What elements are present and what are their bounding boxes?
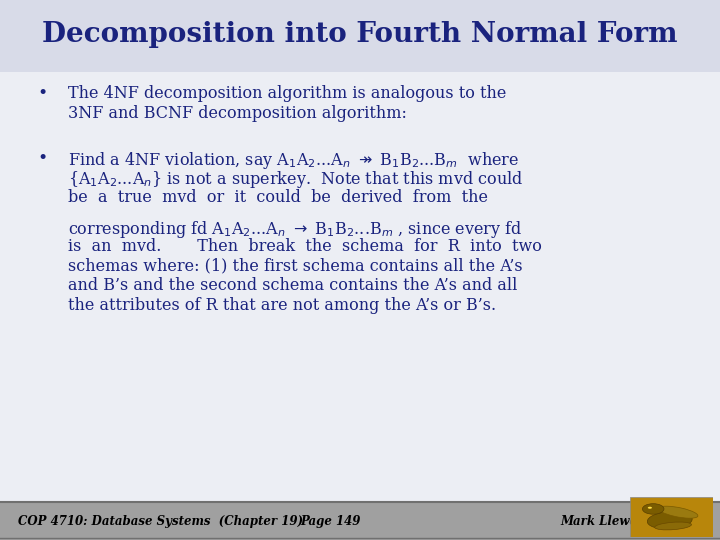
Text: Mark Llewellyn: Mark Llewellyn [560, 515, 662, 528]
Text: COP 4710: Database Systems  (Chapter 19): COP 4710: Database Systems (Chapter 19) [18, 515, 303, 528]
Text: schemas where: (1) the first schema contains all the A’s: schemas where: (1) the first schema cont… [68, 258, 523, 274]
Text: {A$_1$A$_2$...A$_n$} is not a superkey.  Note that this mvd could: {A$_1$A$_2$...A$_n$} is not a superkey. … [68, 170, 523, 191]
FancyBboxPatch shape [0, 502, 720, 540]
FancyBboxPatch shape [630, 497, 713, 537]
Text: Page 149: Page 149 [300, 515, 360, 528]
Text: 3NF and BCNF decomposition algorithm:: 3NF and BCNF decomposition algorithm: [68, 105, 407, 122]
Ellipse shape [647, 511, 692, 529]
Circle shape [642, 504, 664, 514]
Text: is  an  mvd.       Then  break  the  schema  for  R  into  two: is an mvd. Then break the schema for R i… [68, 238, 542, 255]
Text: •: • [37, 85, 47, 102]
Text: •: • [37, 150, 47, 167]
Text: corresponding fd A$_1$A$_2$...A$_n$ $\rightarrow$ B$_1$B$_2$...B$_m$ , since eve: corresponding fd A$_1$A$_2$...A$_n$ $\ri… [68, 219, 522, 240]
FancyBboxPatch shape [0, 0, 720, 72]
Circle shape [648, 507, 652, 509]
Ellipse shape [654, 522, 691, 530]
Text: The 4NF decomposition algorithm is analogous to the: The 4NF decomposition algorithm is analo… [68, 85, 506, 102]
Text: be  a  true  mvd  or  it  could  be  derived  from  the: be a true mvd or it could be derived fro… [68, 189, 488, 206]
Ellipse shape [658, 506, 698, 518]
Text: Decomposition into Fourth Normal Form: Decomposition into Fourth Normal Form [42, 22, 678, 49]
FancyBboxPatch shape [0, 72, 720, 502]
Text: Find a 4NF violation, say A$_1$A$_2$...A$_n$ $\twoheadrightarrow$ B$_1$B$_2$...B: Find a 4NF violation, say A$_1$A$_2$...A… [68, 150, 519, 171]
Text: and B’s and the second schema contains the A’s and all: and B’s and the second schema contains t… [68, 277, 518, 294]
Text: the attributes of R that are not among the A’s or B’s.: the attributes of R that are not among t… [68, 296, 496, 314]
